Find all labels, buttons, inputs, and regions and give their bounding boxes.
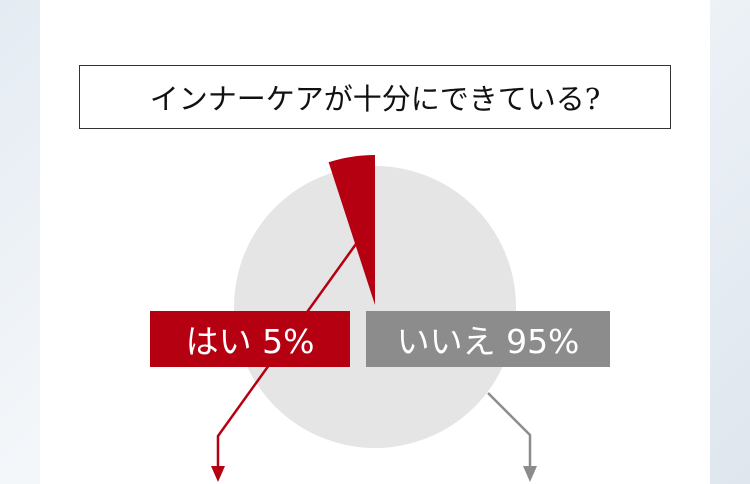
pie-slice-yes <box>328 154 375 305</box>
label-yes: はい 5% <box>150 311 350 367</box>
chart-title: インナーケアが十分にできている? <box>79 65 671 129</box>
no-arrow-line <box>487 392 532 468</box>
no-arrow-head <box>523 466 537 482</box>
label-no: いいえ 95% <box>366 311 610 367</box>
yes-arrow-line <box>216 243 358 468</box>
yes-arrow-head <box>211 466 225 482</box>
pie-slice-no <box>234 166 516 448</box>
